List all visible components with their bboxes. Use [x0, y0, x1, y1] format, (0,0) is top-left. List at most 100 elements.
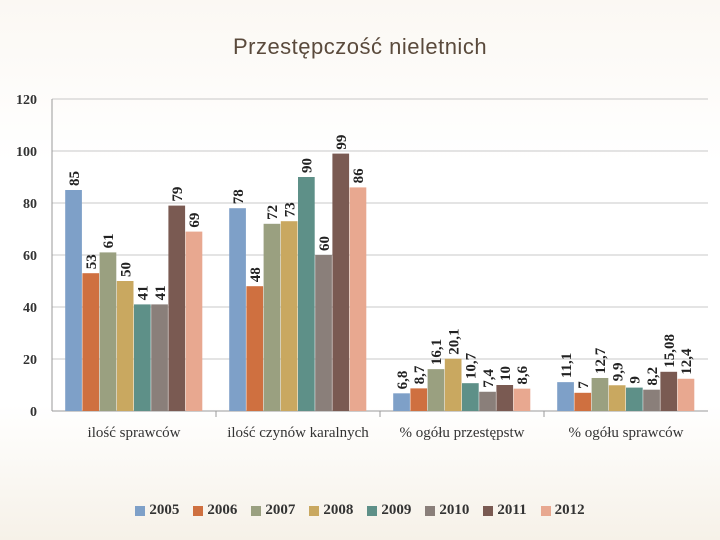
bar-2011-1: [168, 205, 186, 411]
data-label: 48: [248, 267, 264, 282]
legend-label: 2011: [497, 502, 527, 518]
legend-label: 2008: [323, 502, 354, 518]
data-label: 53: [84, 254, 100, 269]
data-label: 16,1: [429, 339, 445, 365]
bar-2006-4: [574, 392, 592, 411]
bar-2010-4: [643, 389, 660, 411]
legend-item-2009: 2009: [367, 502, 411, 519]
page-title: Przestępczość nieletnich: [232, 34, 488, 59]
y-tick-label: 40: [23, 301, 37, 316]
data-label: 7: [576, 381, 592, 389]
legend-label: 2006: [207, 502, 238, 518]
bar-2011-2: [332, 153, 350, 411]
data-label: 12,4: [679, 348, 695, 375]
legend-label: 2010: [439, 502, 470, 518]
legend-swatch: [540, 505, 551, 516]
data-label: 73: [282, 202, 298, 217]
bar-2005-3: [393, 393, 410, 411]
bar-2007-2: [263, 223, 281, 411]
x-tick-label: % ogółu sprawców: [569, 425, 684, 441]
bar-2008-2: [280, 221, 298, 411]
chart-legend: 2005 2006 2007 2008 2009 2010 2011 2012: [0, 502, 720, 519]
data-label: 61: [101, 233, 117, 248]
data-label: 99: [334, 135, 350, 150]
data-label: 41: [136, 285, 152, 300]
legend-swatch: [367, 505, 378, 516]
data-label: 11,1: [559, 353, 575, 378]
data-label: 90: [300, 158, 316, 173]
legend-item-2010: 2010: [425, 502, 469, 519]
data-label: 20,1: [446, 328, 462, 354]
y-tick-label: 120: [16, 93, 37, 108]
y-tick-label: 60: [23, 249, 37, 264]
legend-item-2006: 2006: [193, 502, 237, 519]
bar-2011-4: [660, 371, 678, 411]
bar-2012-4: [677, 378, 695, 411]
bar-2006-2: [246, 286, 264, 411]
data-label: 8,6: [515, 365, 531, 384]
x-tick-label: % ogółu przestępstw: [400, 425, 525, 441]
bar-2012-1: [185, 231, 203, 411]
legend-swatch: [193, 505, 204, 516]
bar-2008-3: [444, 358, 462, 411]
data-label: 7,4: [481, 369, 497, 388]
y-tick-label: 20: [23, 353, 37, 368]
data-label: 8,7: [412, 365, 428, 384]
data-label: 9,9: [610, 363, 626, 382]
bar-2005-2: [229, 208, 246, 411]
bar-2011-3: [496, 385, 514, 411]
bar-2007-3: [427, 369, 445, 411]
bar-2008-1: [116, 281, 134, 411]
bar-2006-3: [410, 388, 428, 411]
data-label: 86: [351, 168, 367, 184]
data-label: 50: [118, 262, 134, 277]
bar-2007-4: [591, 377, 609, 411]
bar-2012-2: [349, 187, 367, 411]
bar-2007-1: [99, 252, 117, 411]
data-label: 10: [498, 366, 514, 381]
legend-label: 2005: [149, 502, 180, 518]
data-label: 78: [231, 189, 247, 204]
data-label: 72: [265, 205, 281, 220]
data-label: 15,08: [662, 334, 678, 368]
bar-2010-2: [315, 255, 332, 411]
legend-swatch: [425, 505, 436, 516]
bar-2005-4: [557, 382, 574, 411]
bar-2010-1: [151, 304, 168, 411]
data-label: 41: [153, 285, 169, 300]
data-label: 60: [317, 236, 333, 251]
legend-item-2007: 2007: [251, 502, 295, 519]
data-label: 85: [67, 171, 83, 186]
legend-item-2011: 2011: [483, 502, 527, 519]
data-label: 10,7: [464, 352, 480, 379]
bar-2006-1: [82, 273, 100, 411]
bar-2009-3: [462, 383, 479, 411]
legend-label: 2009: [381, 502, 412, 518]
data-label: 12,7: [593, 347, 609, 374]
legend-item-2005: 2005: [135, 502, 179, 519]
data-label: 9: [628, 376, 644, 384]
bar-2008-4: [608, 385, 626, 411]
x-tick-label: ilość czynów karalnych: [227, 425, 369, 441]
legend-label: 2007: [265, 502, 296, 518]
data-label: 8,2: [645, 367, 661, 386]
y-tick-label: 0: [30, 405, 37, 420]
bar-2010-3: [479, 391, 496, 411]
legend-swatch: [483, 505, 494, 516]
legend-item-2012: 2012: [540, 502, 585, 519]
legend-item-2008: 2008: [309, 502, 353, 519]
data-label: 69: [187, 213, 203, 228]
legend-swatch: [309, 505, 320, 516]
data-label: 6,8: [395, 371, 411, 390]
y-tick-label: 80: [23, 197, 37, 212]
legend-label: 2012: [554, 502, 585, 518]
bar-2009-4: [626, 387, 643, 411]
bar-2009-2: [298, 177, 315, 411]
bar-2005-1: [65, 190, 82, 411]
y-tick-label: 100: [16, 145, 37, 160]
bar-2009-1: [134, 304, 151, 411]
legend-swatch: [251, 505, 262, 516]
x-tick-label: ilość sprawców: [88, 425, 181, 441]
bar-2012-3: [513, 388, 531, 411]
